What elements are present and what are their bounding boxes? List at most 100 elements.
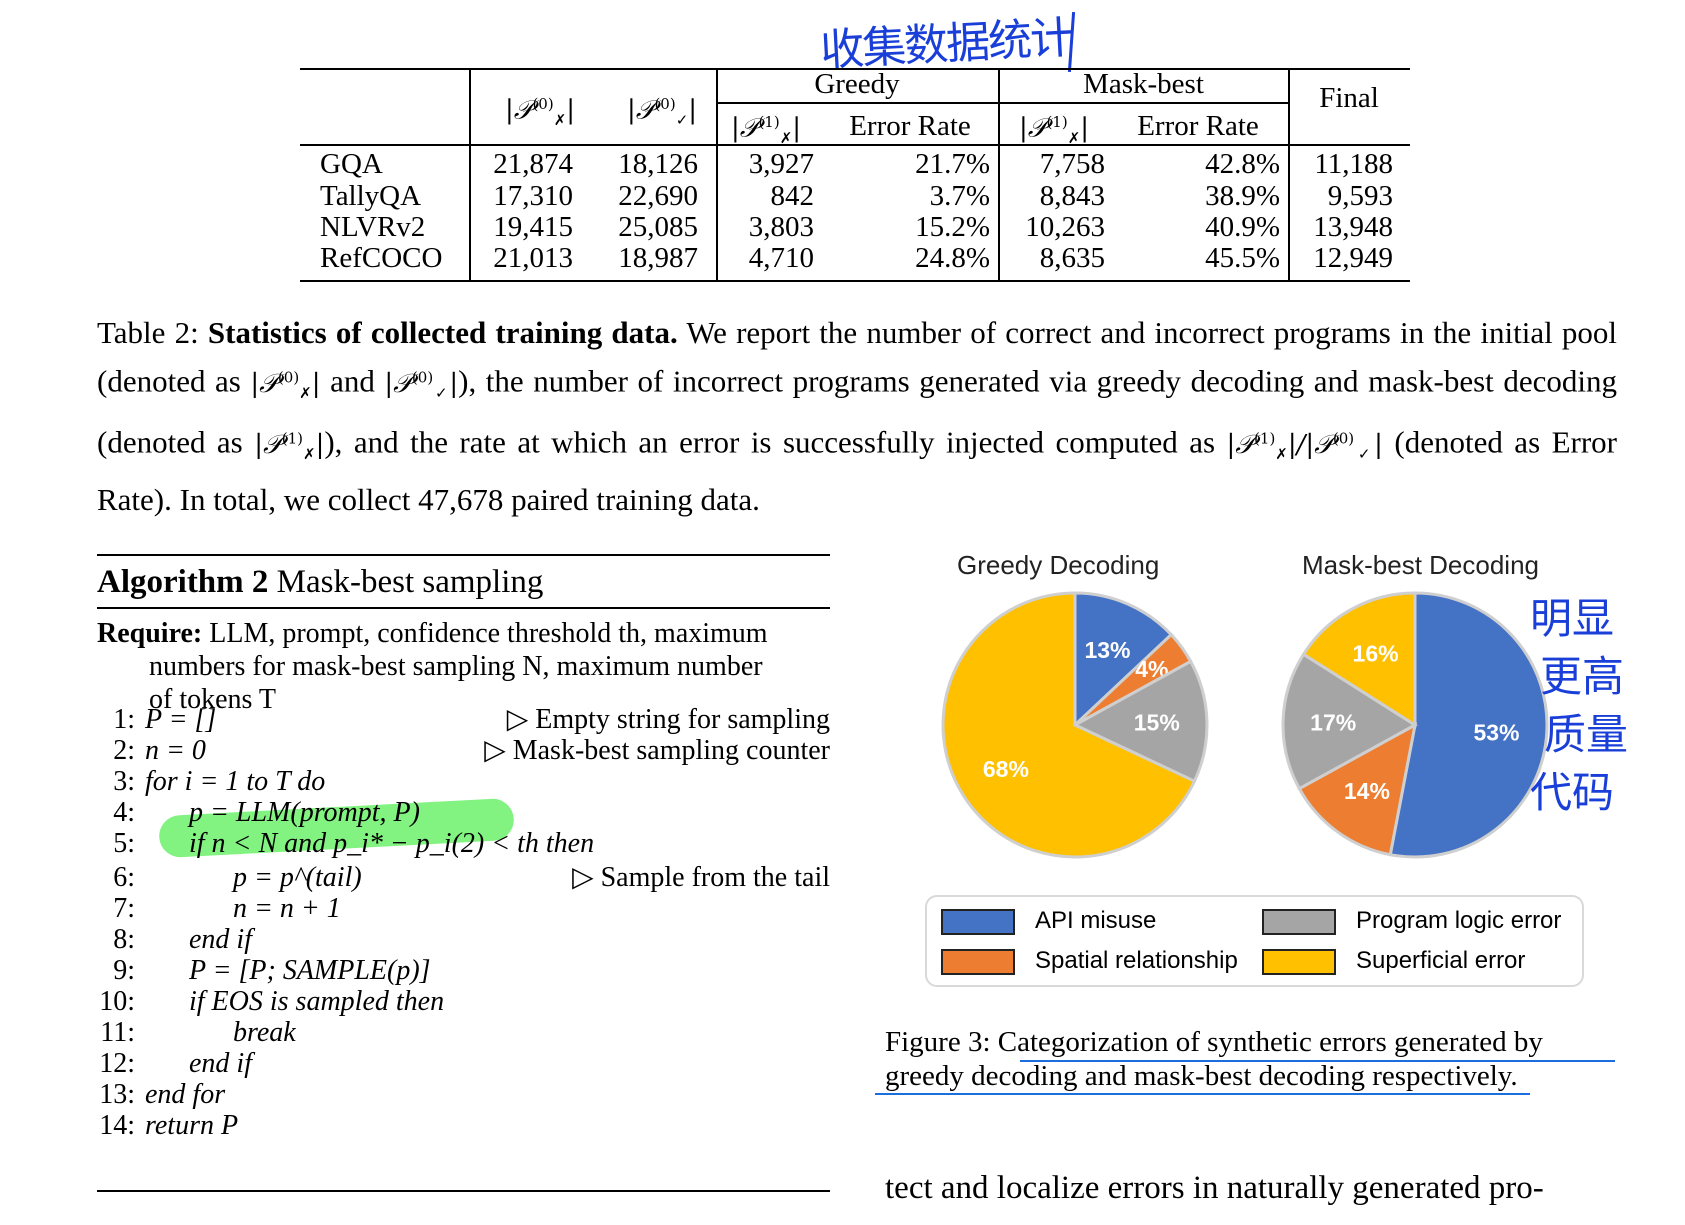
caption-symbol: |𝒫(0)✗| (250, 368, 321, 402)
algo-line-number: 14: (99, 1110, 135, 1141)
algo-line-number: 2: (113, 735, 135, 766)
legend: API misuse Spatial relationship Program … (925, 895, 1584, 987)
algo-title-rule (97, 607, 830, 609)
header-greedy-error-rate: Error Rate (849, 110, 971, 142)
algo-line-code: end for (145, 1079, 226, 1110)
header-greedy: Greedy (814, 68, 900, 100)
algo-line-code: p = p^(tail) (233, 862, 362, 893)
algo-title-bold: Algorithm 2 (97, 564, 269, 600)
caption-text-1: We report the number of correct and inco… (97, 315, 1617, 399)
annotation-line: 代码 (1530, 768, 1615, 817)
algo-line-number: 3: (113, 766, 135, 797)
table-cell-m-p1x: 8,843 (1039, 180, 1105, 212)
table-cell-p0x: 21,874 (493, 148, 573, 180)
legend-swatch-logic (1262, 909, 1336, 935)
legend-label-superficial: Superficial error (1356, 947, 1526, 974)
algo-top-rule (97, 554, 830, 556)
col-divider (469, 68, 471, 280)
header-p0-incorrect: |𝒫(0)✗| (504, 95, 576, 129)
legend-swatch-spatial (941, 949, 1015, 975)
pie-data-label: 14% (1344, 778, 1390, 804)
caption-label: Table 2: (97, 315, 199, 350)
table-cell-m-p1x: 8,635 (1039, 242, 1105, 274)
figure-caption-text: Categorization of synthetic errors gener… (885, 1026, 1543, 1092)
header-greedy-p1: |𝒫(1)✗| (730, 113, 802, 147)
algo-line-comment: ▷ Mask-best sampling counter (484, 735, 830, 766)
header-final: Final (1319, 82, 1379, 114)
algo-line-code: for i = 1 to T do (145, 766, 326, 797)
caption-and: and (330, 363, 375, 399)
algo-line-comment: ▷ Empty string for sampling (506, 704, 830, 735)
pie-slice-api-misuse (1388, 591, 1549, 859)
algo-line: 4: p = LLM(prompt, P) (97, 797, 830, 829)
table-cell-final: 12,949 (1313, 242, 1393, 274)
legend-label-api-misuse: API misuse (1035, 907, 1157, 934)
algo-line-code: if EOS is sampled then (189, 986, 445, 1017)
algo-line: 6: p = p^(tail) ▷ Sample from the tail (97, 862, 830, 894)
table-bottom-rule (300, 280, 1410, 282)
figure-caption-label: Figure 3: (885, 1026, 991, 1058)
header-p0-correct: |𝒫(0)✓| (626, 95, 698, 129)
algo-line-number: 8: (113, 924, 135, 955)
algo-line-comment: ▷ Sample from the tail (572, 862, 830, 893)
pie-slice-api-misuse (1073, 591, 1174, 729)
algo-line: 5: if n < N and p_i* − p_i(2) < th then (97, 828, 830, 860)
col-divider (716, 68, 718, 280)
algo-title: Algorithm 2 Mask-best sampling (97, 562, 830, 602)
algo-line: 12: end if (97, 1048, 830, 1080)
pie-slice-spatial-relationship (1297, 722, 1418, 857)
pie-data-label: 53% (1473, 720, 1519, 746)
algo-line: 9: P = [P; SAMPLE(p)] (97, 955, 830, 987)
table-cell-name: NLVRv2 (320, 211, 426, 243)
table-cell-g-p1x: 842 (770, 180, 815, 212)
pie-data-label: 16% (1353, 640, 1399, 666)
algo-line-code: P = [P; SAMPLE(p)] (189, 955, 431, 986)
algo-line: 8: end if (97, 924, 830, 956)
algo-title-text: Mask-best sampling (276, 564, 544, 600)
algo-line: 10: if EOS is sampled then (97, 986, 830, 1018)
legend-label-spatial: Spatial relationship (1035, 947, 1238, 974)
maskbest-underline (999, 102, 1288, 104)
header-maskbest-error-rate: Error Rate (1137, 110, 1259, 142)
algo-line-code: P = [] (145, 704, 217, 735)
header-maskbest-p1: |𝒫(1)✗| (1018, 113, 1090, 147)
require-label: Require: (97, 618, 203, 649)
statistics-table: |𝒫(0)✗| |𝒫(0)✓| Greedy Mask-best Final |… (300, 68, 1410, 283)
algo-bottom-rule (97, 1190, 830, 1192)
col-divider (1288, 68, 1290, 280)
body-text-fragment: tect and localize errors in naturally ge… (885, 1170, 1544, 1206)
algo-line-number: 11: (100, 1017, 135, 1048)
algo-line: 1: P = [] ▷ Empty string for sampling (97, 704, 830, 736)
algo-require-1: Require: LLM, prompt, confidence thresho… (97, 618, 830, 650)
table-header-rule (300, 144, 1410, 146)
algo-line-code: break (233, 1017, 296, 1048)
table-cell-final: 11,188 (1314, 148, 1393, 180)
legend-swatch-superficial (1262, 949, 1336, 975)
pie-slice-superficial-error (1301, 591, 1417, 728)
pie-title-greedy: Greedy Decoding (957, 550, 1160, 580)
table-caption: Table 2: Statistics of collected trainin… (97, 310, 1617, 522)
algo-line-number: 7: (113, 893, 135, 924)
algorithm-block: Algorithm 2 Mask-best sampling Require: … (97, 554, 830, 1214)
algo-require-2: numbers for mask-best sampling N, maximu… (149, 651, 763, 682)
caption-symbol: |𝒫(0)✓| (384, 368, 459, 402)
algo-line-code: n = n + 1 (233, 893, 341, 924)
handwritten-annotation-right: 明显 更高 质量 代码 (1530, 590, 1640, 822)
table-cell-m-err: 38.9% (1205, 180, 1280, 212)
pie-data-label: 13% (1084, 637, 1130, 663)
table-cell-g-err: 15.2% (915, 211, 990, 243)
caption-text-4: (denoted as Error Rate). In total, we co… (97, 424, 1618, 517)
table-cell-p0x: 17,310 (493, 180, 573, 212)
algo-line-code: p = LLM(prompt, P) (189, 797, 420, 828)
pie-slice-superficial-error (941, 591, 1197, 859)
legend-label-logic: Program logic error (1356, 907, 1562, 934)
table-cell-p0x: 21,013 (493, 242, 573, 274)
table-cell-p0v: 22,690 (618, 180, 698, 212)
table-cell-m-err: 40.9% (1205, 211, 1280, 243)
pie-slice-program-logic-error (1281, 652, 1418, 791)
table-cell-g-err: 3.7% (929, 180, 990, 212)
annotation-line: 质量 (1544, 710, 1629, 759)
algo-line: 2: n = 0 ▷ Mask-best sampling counter (97, 735, 830, 767)
table-cell-m-err: 42.8% (1205, 148, 1280, 180)
algo-line: 3: for i = 1 to T do (97, 766, 830, 798)
